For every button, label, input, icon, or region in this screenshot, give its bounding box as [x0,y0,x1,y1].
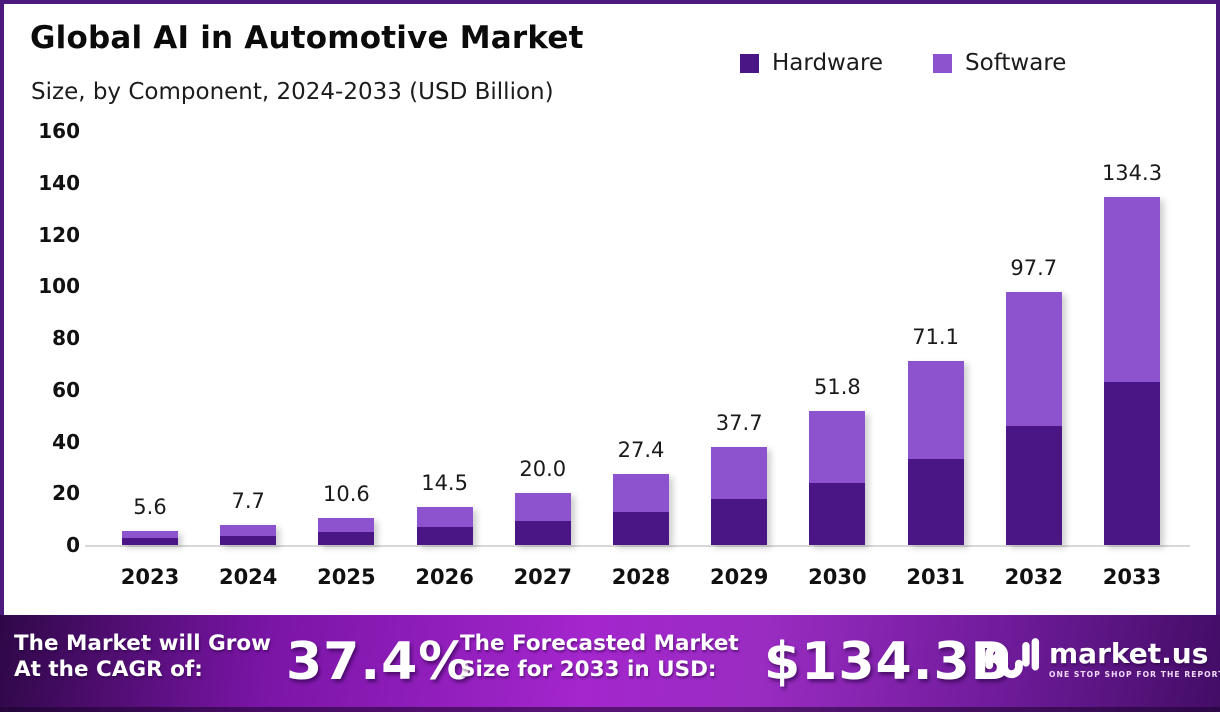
market-us-logo: market.us ONE STOP SHOP FOR THE REPORTS [976,633,1220,685]
bar-segment-software [122,530,178,539]
x-axis-label: 2032 [1004,565,1064,589]
bar-segment-hardware [711,499,768,545]
forecast-value: $134.3B [764,632,1012,692]
bar-total-label: 7.7 [231,489,265,514]
y-axis-tick-label: 160 [38,119,80,143]
forecast-label: The Forecasted Market Size for 2033 in U… [460,631,739,683]
bar-2023 [122,530,178,545]
software-swatch-icon [933,53,953,73]
bar-segment-software [809,410,866,483]
bar-total-label: 134.3 [1101,161,1163,186]
x-axis-label: 2031 [906,565,965,589]
bar-segment-hardware [809,482,866,545]
x-axis-baseline [85,545,1190,547]
logo-tagline: ONE STOP SHOP FOR THE REPORTS [1049,670,1220,679]
bar-segment-software [318,517,375,533]
bar-total-label: 37.7 [715,411,763,436]
banner-bottom-strip [0,707,1220,712]
y-axis-tick-label: 80 [52,326,80,350]
bar-segment-hardware [514,520,571,545]
bar-total-label: 27.4 [617,438,665,463]
bar-2028 [613,474,669,545]
bar-2031 [907,361,964,545]
x-axis-label: 2030 [808,565,867,589]
y-axis-tick-label: 140 [38,170,80,195]
bar-total-label: 5.6 [133,494,167,519]
bar-segment-hardware [1005,426,1062,545]
bar-total-label: 20.0 [519,457,567,482]
bar-2029 [711,447,768,545]
x-axis-label: 2026 [415,565,474,589]
legend-label-software: Software [965,50,1067,76]
x-axis-label: 2025 [317,565,376,589]
bar-segment-hardware [613,511,669,545]
y-axis-tick-label: 60 [52,377,80,402]
forecast-label-line2: Size for 2033 in USD: [460,657,717,682]
legend-item-hardware: Hardware [740,50,883,76]
cagr-value: 37.4% [286,632,472,692]
legend-label-hardware: Hardware [772,50,884,76]
x-axis-label: 2028 [611,565,671,589]
cagr-label-line1: The Market will Grow [14,631,271,656]
bar-total-label: 14.5 [421,471,468,496]
bar-2026 [416,507,473,545]
bar-total-label: 71.1 [912,325,959,350]
x-axis-label: 2023 [120,565,180,589]
bar-segment-hardware [318,532,375,545]
bar-segment-hardware [122,538,178,545]
hardware-swatch-icon [740,53,759,73]
x-axis-label: 2033 [1102,565,1162,589]
x-axis-label: 2029 [709,565,769,589]
forecast-label-line1: The Forecasted Market [460,631,739,656]
legend: Hardware Software [740,50,1066,76]
logo-wordmark: market.us [1049,637,1209,670]
logo-text-block: market.us ONE STOP SHOP FOR THE REPORTS [1049,637,1220,680]
bottom-banner: The Market will Grow At the CAGR of: 37.… [0,615,1220,712]
bar-2032 [1005,292,1062,545]
y-axis-tick-label: 100 [38,274,80,299]
y-axis-tick-label: 20 [52,481,80,506]
bar-total-label: 51.8 [814,374,861,399]
cagr-label: The Market will Grow At the CAGR of: [14,631,271,683]
bar-segment-software [711,447,768,500]
bar-2033 [1104,197,1160,545]
bar-2030 [809,410,866,545]
bar-segment-hardware [907,459,964,545]
bar-2027 [514,493,571,545]
page-subtitle: Size, by Component, 2024-2033 (USD Billi… [31,79,554,105]
x-axis-label: 2024 [218,565,278,589]
y-axis-tick-label: 0 [66,533,80,557]
bar-segment-software [1104,197,1160,383]
bar-segment-software [613,474,669,512]
bar-segment-software [220,525,277,536]
bar-2025 [318,517,375,545]
bar-2024 [220,525,277,545]
cagr-label-line2: At the CAGR of: [14,657,203,682]
market-us-logo-icon [977,638,1040,679]
bar-segment-hardware [416,527,473,545]
bar-segment-hardware [220,535,277,545]
bar-segment-software [907,361,964,460]
page-title: Global AI in Automotive Market [30,20,584,56]
bar-segment-software [1005,292,1062,427]
bar-total-label: 97.7 [1010,256,1058,281]
x-axis-label: 2027 [513,565,573,589]
bar-segment-hardware [1104,382,1160,545]
bar-total-label: 10.6 [323,481,370,506]
legend-item-software: Software [933,50,1066,76]
y-axis-tick-label: 40 [52,429,80,454]
bar-segment-software [416,507,473,528]
y-axis-tick-label: 120 [38,222,80,247]
bar-segment-software [514,493,571,521]
